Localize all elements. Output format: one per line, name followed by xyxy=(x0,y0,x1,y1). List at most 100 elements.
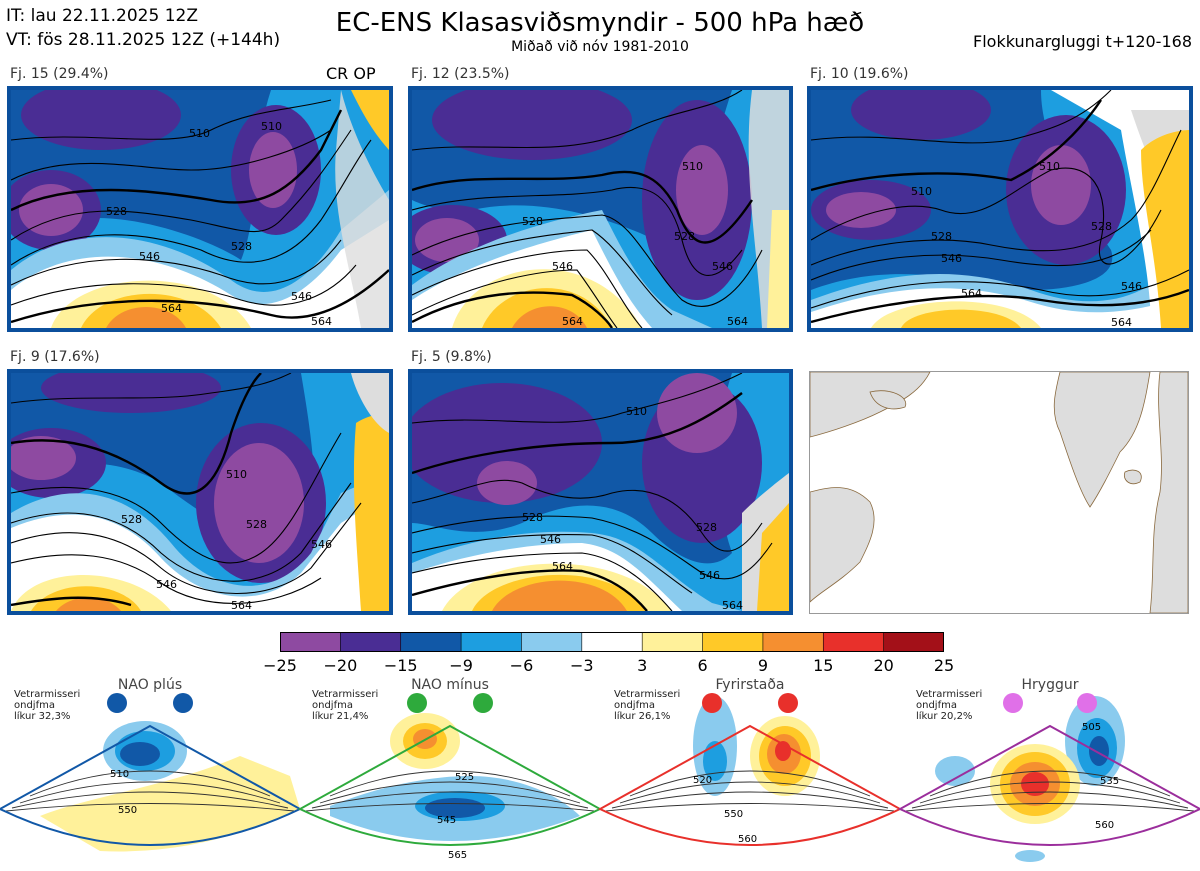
regime-fan-border xyxy=(297,724,603,846)
regime-panels: 510 550 525 545 565 xyxy=(0,693,1200,862)
cluster-map-panel: 510 528 528 546 546 564 564 xyxy=(408,369,793,615)
colorbar-tick-label: −6 xyxy=(509,656,534,675)
contour-label: 528 xyxy=(931,230,952,243)
regime-title: NAO mínus xyxy=(411,677,489,693)
regime-marker-dot xyxy=(407,693,427,713)
contour-label: 564 xyxy=(961,287,982,300)
cr-op-label: CR OP xyxy=(326,64,376,83)
contour-label: 520 xyxy=(693,775,712,786)
contour-label: 510 xyxy=(1039,160,1060,173)
contour-label: 565 xyxy=(448,850,467,861)
contour-label: 528 xyxy=(1091,220,1112,233)
anomaly-plus-9 xyxy=(56,597,121,611)
contour-line xyxy=(311,791,589,809)
contour-line xyxy=(412,373,743,424)
anomaly-minus-25 xyxy=(214,443,304,563)
colorbar-tick-label: 6 xyxy=(697,656,708,675)
contour-line xyxy=(11,554,322,604)
contour-label: 546 xyxy=(540,533,561,546)
contour-line xyxy=(412,214,763,307)
anomaly-minus-20 xyxy=(41,373,221,413)
contour-line xyxy=(919,781,1181,804)
contour-line xyxy=(412,186,743,276)
contour-label: 528 xyxy=(246,518,267,531)
contour-line xyxy=(5,803,295,812)
anomaly-plus-6 xyxy=(351,90,389,150)
contour-line xyxy=(811,90,1112,144)
contour-line xyxy=(11,432,342,564)
colorbar xyxy=(280,632,944,652)
anomaly-plus-9 xyxy=(492,580,627,611)
colorbar-tick-label: 15 xyxy=(813,656,834,675)
colorbar-segment xyxy=(581,632,643,652)
anomaly-plus-3 xyxy=(767,210,789,328)
contour-line xyxy=(11,129,332,181)
cluster-map: 510 528 528 546 546 564 xyxy=(11,373,389,611)
contour-line xyxy=(11,791,289,809)
colorbar-segment xyxy=(521,632,583,652)
contour-line xyxy=(811,99,1102,192)
colorbar-tick-label: 25 xyxy=(933,656,955,675)
regime-negative-anomaly xyxy=(935,756,975,786)
cluster-map: 510 528 528 546 546 564 564 xyxy=(412,90,789,328)
iceland xyxy=(1123,469,1142,485)
regime-ridge: 505 535 560 xyxy=(897,693,1200,862)
contour-label: 528 xyxy=(231,240,252,253)
anomaly-minus-20 xyxy=(412,383,602,503)
anomaly-minus-25 xyxy=(657,373,737,453)
panel-label: Fj. 9 (17.6%) xyxy=(10,349,100,365)
contour-label: 510 xyxy=(189,127,210,140)
contour-line xyxy=(629,770,871,797)
contour-line xyxy=(11,373,292,404)
page-title: EC-ENS Klasasviðsmyndir - 500 hPa hæð xyxy=(335,8,865,38)
contour-line xyxy=(11,99,332,141)
anomaly-minus-25 xyxy=(676,145,728,235)
contour-label: 550 xyxy=(118,805,137,816)
anomaly-plus-6 xyxy=(757,503,789,611)
contour-label: 564 xyxy=(722,599,743,611)
regime-caption: Vetrarmisseri ondjfma líkur 21,4% xyxy=(312,689,378,722)
contour-label: 545 xyxy=(437,815,456,826)
colorbar-tick-label: −15 xyxy=(383,656,418,675)
anomaly-minus-25 xyxy=(11,436,76,480)
contour-line xyxy=(412,392,743,475)
contour-line xyxy=(11,373,262,495)
base-map xyxy=(809,371,1189,614)
contour-label: 528 xyxy=(674,230,695,243)
contour-label: 528 xyxy=(522,215,543,228)
contour-line xyxy=(619,781,881,804)
caption-line: líkur 21,4% xyxy=(312,711,369,722)
regime-nao-plus: 510 550 xyxy=(0,693,303,852)
anomaly-minus-25 xyxy=(477,461,537,505)
contour-line xyxy=(319,781,581,804)
contour-line xyxy=(11,239,342,286)
cluster-map-panel: 510 528 528 546 546 564 xyxy=(7,369,393,615)
regime-marker-dot xyxy=(173,693,193,713)
anomaly-minus-20 xyxy=(851,90,991,140)
contour-line xyxy=(412,90,743,151)
caption-line: ondjfma xyxy=(614,700,655,711)
contour-line xyxy=(412,291,614,328)
contour-label: 546 xyxy=(699,569,720,582)
anomaly-plus-6 xyxy=(901,309,1021,328)
classification-window: Flokkunargluggi t+120-168 xyxy=(973,32,1192,51)
regime-fan-border xyxy=(597,724,903,846)
regime-negative-anomaly xyxy=(425,798,485,818)
contour-label: 528 xyxy=(696,521,717,534)
contour-label: 546 xyxy=(139,250,160,263)
contour-line xyxy=(412,229,673,316)
contour-label: 510 xyxy=(911,185,932,198)
anomaly-plus-6 xyxy=(1141,130,1189,328)
regime-caption: Vetrarmisseri ondjfma líkur 20,2% xyxy=(916,689,982,722)
contour-line xyxy=(412,249,643,328)
regime-title: NAO plús xyxy=(117,677,183,693)
cluster-map-panel: 510 510 528 528 546 546 564 564 xyxy=(807,86,1193,332)
regime-marker-dot xyxy=(1077,693,1097,713)
contour-line xyxy=(11,596,132,607)
contour-line xyxy=(11,109,343,212)
contour-line xyxy=(611,791,889,809)
colorbar-tick-label: 3 xyxy=(637,656,648,675)
cluster-map: 510 528 528 546 546 564 564 xyxy=(412,373,789,611)
regime-positive-anomaly xyxy=(1021,772,1049,796)
canada-arctic xyxy=(810,372,931,438)
